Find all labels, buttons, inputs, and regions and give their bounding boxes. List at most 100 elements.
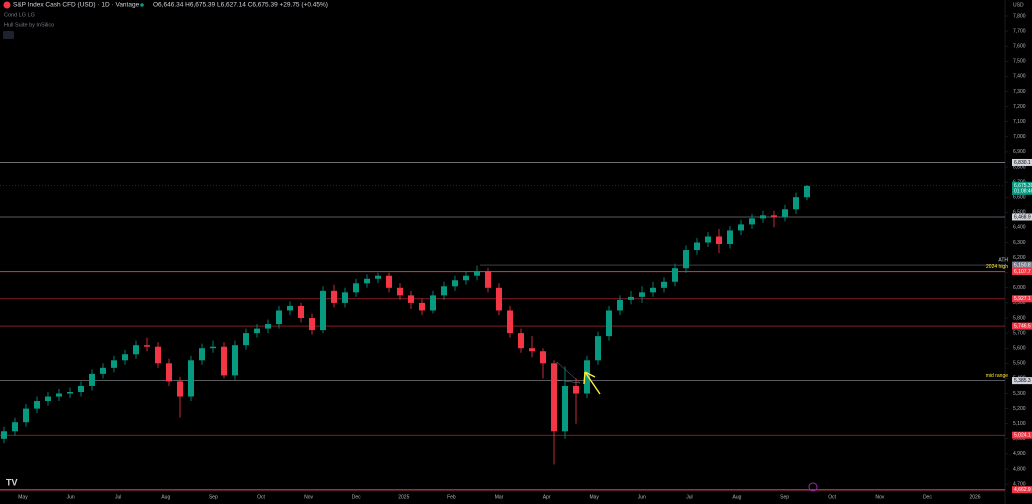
y-tick-label: 5,300 xyxy=(1013,391,1026,397)
candle-body xyxy=(485,271,491,288)
candle-body xyxy=(430,295,436,311)
x-tick-label: Dec xyxy=(923,494,932,500)
y-tick-label: 6,500 xyxy=(1013,210,1026,216)
candle-body xyxy=(595,336,601,361)
candle-body xyxy=(1,431,7,439)
y-tick-label: 5,800 xyxy=(1013,315,1026,321)
candle-body xyxy=(650,287,656,293)
candle-body xyxy=(683,250,689,269)
candle-body xyxy=(375,275,381,279)
level-label-box xyxy=(1012,268,1032,276)
candle-body xyxy=(364,278,370,284)
level-label-box xyxy=(1012,261,1032,269)
level-label: 6,150.8 xyxy=(1014,262,1031,268)
plot xyxy=(0,162,1005,491)
candle-body xyxy=(166,363,172,382)
candle-body xyxy=(716,236,722,245)
level-label: 5,024.1 xyxy=(1014,432,1031,438)
x-tick-label: May xyxy=(18,494,28,500)
candle-body xyxy=(507,310,513,334)
x-tick-label: Sep xyxy=(209,494,218,500)
candle-body xyxy=(584,360,590,394)
candle-body xyxy=(309,318,315,331)
y-tick-label: 6,300 xyxy=(1013,240,1026,246)
y-tick-label: 7,100 xyxy=(1013,119,1026,125)
candle-body xyxy=(23,408,29,423)
arrow-drawing xyxy=(583,371,601,395)
x-tick-label: Jun xyxy=(638,494,646,500)
y-tick-label: 6,600 xyxy=(1013,195,1026,201)
candle-body xyxy=(89,373,95,386)
collapse-button[interactable] xyxy=(3,31,14,39)
candle-body xyxy=(617,299,623,311)
x-tick-label: Jul xyxy=(115,494,121,500)
candle-body xyxy=(529,348,535,352)
symbol-title[interactable]: S&P Index Cash CFD (USD) · 1D · Vantage xyxy=(13,2,140,9)
candle-body xyxy=(221,346,227,376)
level-label: 4,662.9 xyxy=(1014,487,1031,493)
candle-body xyxy=(540,351,546,364)
candle-body xyxy=(320,290,326,331)
candle-body xyxy=(342,292,348,303)
currency: USD xyxy=(1013,2,1024,8)
candle-body xyxy=(639,292,645,297)
candle-body xyxy=(606,310,612,337)
candle-body xyxy=(386,275,392,288)
x-tick-label: Aug xyxy=(733,494,742,500)
candle-body xyxy=(56,393,62,397)
candle-body xyxy=(210,346,216,349)
ohlc-readout: O6,646.34 H6,675.39 L6,627.14 C6,675.39 … xyxy=(153,2,328,9)
candle-body xyxy=(78,385,84,392)
level-label-box xyxy=(1012,377,1032,385)
candle-body xyxy=(331,290,337,303)
level-label-box xyxy=(1012,213,1032,221)
candle-body xyxy=(562,385,568,432)
x-tick-label: 2025 xyxy=(398,494,409,500)
y-tick-label: 7,000 xyxy=(1013,134,1026,140)
candle-body xyxy=(551,363,557,432)
y-tick-label: 5,500 xyxy=(1013,361,1026,367)
x-tick-label: Jun xyxy=(67,494,75,500)
x-tick-label: Sep xyxy=(780,494,789,500)
y-tick-label: 5,200 xyxy=(1013,406,1026,412)
candle-body xyxy=(771,215,777,217)
candle-body xyxy=(67,392,73,394)
level-label: 5,927.1 xyxy=(1014,296,1031,302)
level-note: ATH xyxy=(998,257,1008,263)
candle-body xyxy=(749,218,755,225)
x-tick-label: Apr xyxy=(543,494,551,500)
y-tick-label: 6,400 xyxy=(1013,225,1026,231)
level-label: 5,385.3 xyxy=(1014,378,1031,384)
level-label-box xyxy=(1012,295,1032,303)
y-tick-label: 5,700 xyxy=(1013,330,1026,336)
indicator[interactable]: Cond LG LG xyxy=(4,12,35,18)
y-tick-label: 6,900 xyxy=(1013,149,1026,155)
event-icon[interactable] xyxy=(808,482,818,492)
x-tick-label: Feb xyxy=(447,494,456,500)
y-tick-label: 4,700 xyxy=(1013,481,1026,487)
level-label-box xyxy=(1012,158,1032,166)
level-label-box xyxy=(1012,322,1032,330)
candle-body xyxy=(144,345,150,347)
y-tick-label: 5,100 xyxy=(1013,421,1026,427)
indicator[interactable]: Hull Suite by InSilico xyxy=(4,22,54,28)
y-tick-label: 7,700 xyxy=(1013,28,1026,34)
y-tick-label: 5,900 xyxy=(1013,300,1026,306)
x-tick-label: Mar xyxy=(495,494,504,500)
candle-body xyxy=(408,295,414,303)
candle-body xyxy=(694,242,700,251)
candle-body xyxy=(34,401,40,409)
x-tick-label: Nov xyxy=(304,494,313,500)
candle-body xyxy=(45,396,51,402)
level-note: 2024 high xyxy=(986,264,1008,270)
last-price-label: 6,675.39 xyxy=(1014,183,1032,189)
y-tick-label: 7,600 xyxy=(1013,44,1026,50)
candle-body xyxy=(628,296,634,300)
tv-logo[interactable]: TV xyxy=(6,477,18,487)
x-tick-label: Oct xyxy=(828,494,836,500)
level-label-box xyxy=(1012,431,1032,439)
candle-body xyxy=(672,268,678,282)
candle-body xyxy=(474,271,480,276)
